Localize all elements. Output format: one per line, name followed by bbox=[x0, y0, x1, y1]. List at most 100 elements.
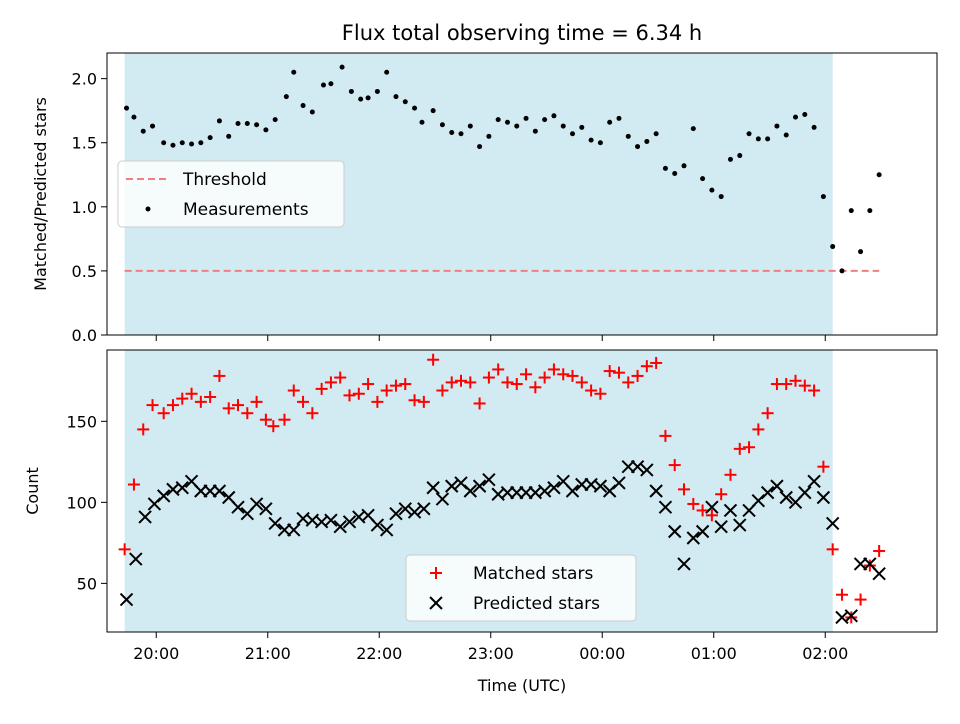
matched-star-point bbox=[259, 413, 272, 426]
predicted-star-point bbox=[658, 500, 673, 514]
predicted-star-mark-b bbox=[593, 479, 608, 493]
matched-star-point bbox=[464, 376, 477, 389]
predicted-star-point bbox=[156, 489, 171, 503]
measurement-point bbox=[765, 136, 771, 142]
matched-star-point bbox=[127, 478, 140, 491]
measurement-point bbox=[131, 114, 137, 120]
predicted-star-point bbox=[268, 516, 282, 531]
matched-stars-points bbox=[118, 353, 886, 624]
matched-star-point bbox=[529, 381, 542, 394]
matched-star-point bbox=[315, 382, 328, 395]
predicted-star-point bbox=[249, 497, 264, 511]
matched-star-point bbox=[287, 384, 300, 397]
matched-star-point bbox=[473, 397, 486, 410]
measurement-point bbox=[402, 99, 408, 105]
measurement-point bbox=[607, 119, 613, 125]
predicted-star-mark-b bbox=[630, 459, 645, 474]
measurement-point bbox=[320, 82, 326, 88]
matched-legend-label: Matched stars bbox=[473, 564, 593, 584]
predicted-star-mark-b bbox=[463, 484, 478, 498]
measurement-point bbox=[272, 117, 278, 123]
predicted-star-point bbox=[668, 524, 682, 539]
predicted-star-mark-b bbox=[705, 500, 719, 514]
matched-star-point bbox=[436, 384, 449, 397]
predicted-star-point bbox=[844, 609, 858, 623]
matched-star-point bbox=[826, 543, 839, 556]
predicted-star-mark-b bbox=[435, 492, 450, 506]
matched-star-point bbox=[687, 497, 700, 510]
predicted-star-point bbox=[417, 502, 431, 516]
predicted-star-mark-b bbox=[835, 610, 849, 625]
measurement-point bbox=[283, 94, 289, 100]
matched-star-point bbox=[146, 399, 159, 412]
measurement-point bbox=[365, 95, 371, 101]
matched-star-point bbox=[640, 360, 653, 373]
matched-star-point bbox=[798, 379, 811, 392]
predicted-star-point bbox=[119, 592, 134, 607]
measurement-point bbox=[263, 127, 269, 133]
matched-star-point bbox=[594, 387, 607, 400]
measurement-point bbox=[254, 122, 260, 128]
predicted-star-mark-b bbox=[156, 489, 171, 503]
measurement-point bbox=[124, 105, 130, 111]
predicted-star-point bbox=[463, 484, 478, 498]
predicted-star-point bbox=[640, 463, 654, 477]
matched-star-point bbox=[501, 376, 514, 389]
x-tick-label: 02:00 bbox=[802, 644, 848, 663]
measurement-point bbox=[802, 112, 808, 118]
matched-star-point bbox=[352, 387, 365, 400]
matched-star-point bbox=[157, 407, 170, 420]
predicted-star-mark-b bbox=[389, 506, 403, 521]
predicted-star-mark-b bbox=[686, 531, 701, 545]
predicted-star-point bbox=[342, 515, 357, 529]
predicted-star-mark-b bbox=[398, 502, 412, 516]
predicted-star-mark-b bbox=[537, 484, 552, 498]
predicted-star-mark-b bbox=[231, 500, 245, 514]
measurement-point bbox=[458, 131, 464, 137]
bottom-y-tick-label: 50 bbox=[77, 574, 97, 593]
predicted-star-point bbox=[714, 519, 728, 534]
measurement-point bbox=[523, 115, 529, 121]
predicted-star-mark-b bbox=[222, 490, 236, 505]
matched-star-point bbox=[520, 368, 533, 381]
matched-star-point bbox=[845, 611, 858, 624]
predicted-star-mark-b bbox=[779, 490, 793, 505]
matched-star-point bbox=[603, 365, 616, 378]
predicted-star-point bbox=[287, 523, 301, 537]
top-legend-box bbox=[117, 160, 345, 228]
measurement-point bbox=[374, 88, 380, 94]
matched-star-point bbox=[408, 394, 421, 407]
matched-star-point bbox=[232, 399, 245, 412]
predicted-star-mark-b bbox=[565, 484, 580, 498]
measurement-point bbox=[793, 114, 799, 120]
measurement-point bbox=[300, 103, 306, 109]
predicted-star-mark-b bbox=[844, 609, 858, 623]
bottom-y-tick-label: 100 bbox=[66, 493, 97, 512]
top-y-tick-label: 0.5 bbox=[72, 262, 97, 281]
measurement-point bbox=[858, 249, 864, 255]
predicted-star-point bbox=[807, 474, 821, 488]
measurement-point bbox=[681, 163, 687, 169]
measurement-point bbox=[235, 121, 241, 126]
predicted-star-mark-b bbox=[649, 484, 663, 498]
measurement-point bbox=[504, 119, 510, 125]
predicted-star-point bbox=[175, 481, 189, 495]
measurement-point bbox=[867, 208, 873, 214]
measurement-point bbox=[542, 117, 548, 123]
predicted-star-mark-b bbox=[658, 500, 673, 514]
matched-star-point bbox=[835, 588, 848, 601]
predicted-legend-swatch bbox=[429, 596, 443, 610]
matched-star-point bbox=[566, 369, 579, 382]
measurement-point bbox=[226, 133, 232, 139]
measurement-point bbox=[179, 140, 185, 146]
matched-star-point bbox=[724, 468, 737, 481]
predicted-star-mark-b bbox=[119, 592, 134, 607]
measurement-point bbox=[161, 140, 167, 146]
measurement-point bbox=[811, 124, 817, 130]
measurement-point bbox=[570, 131, 576, 137]
predicted-star-mark-b bbox=[556, 474, 570, 488]
matched-star-point bbox=[538, 371, 551, 384]
chart-title: Flux total observing time = 6.34 h bbox=[342, 21, 702, 45]
x-tick-label: 00:00 bbox=[579, 644, 625, 663]
measurement-point bbox=[309, 109, 315, 115]
